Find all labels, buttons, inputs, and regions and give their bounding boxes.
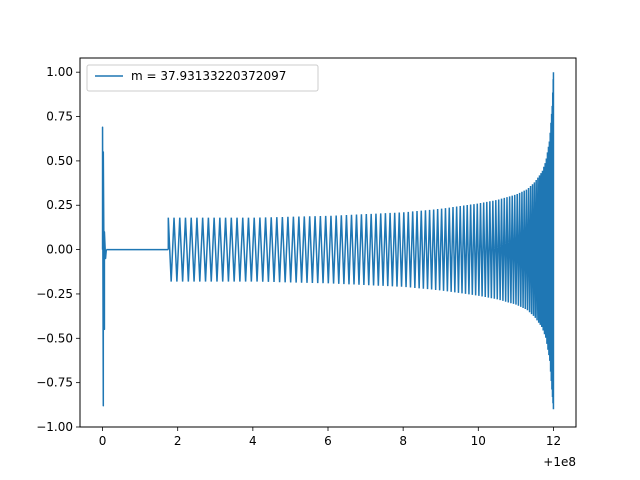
legend-box — [86, 64, 319, 92]
y-tick-label: −1.00 — [36, 420, 73, 434]
legend: m = 37.93133220372097 — [86, 64, 319, 92]
series-layer — [101, 72, 555, 410]
y-tick-label: −0.25 — [36, 287, 73, 301]
x-tick-label: 10 — [471, 434, 486, 448]
y-tick-label: 0.25 — [46, 198, 73, 212]
y-tick-label: 0.50 — [46, 154, 73, 168]
x-axis-offset-label: +1e8 — [543, 455, 576, 469]
x-tick-label: 8 — [399, 434, 407, 448]
y-tick-label: 0.00 — [46, 243, 73, 257]
y-tick-label: 1.00 — [46, 65, 73, 79]
plot-area — [101, 72, 555, 410]
y-tick-label: −0.50 — [36, 331, 73, 345]
y-tick-label: 0.75 — [46, 110, 73, 124]
y-axis-ticks: −1.00 −0.75 −0.50 −0.25 0.00 0.25 0.50 0.75 1.00 — [36, 65, 80, 434]
x-tick-label: 6 — [324, 434, 332, 448]
x-tick-label: 4 — [249, 434, 257, 448]
x-tick-label: 12 — [546, 434, 561, 448]
x-axis-ticks: 0 2 4 6 8 10 12 — [99, 427, 561, 448]
legend-label: m = 37.93133220372097 — [131, 69, 286, 83]
y-tick-label: −0.75 — [36, 376, 73, 390]
x-tick-label: 0 — [99, 434, 107, 448]
x-tick-label: 2 — [174, 434, 182, 448]
series-line-segment — [101, 126, 108, 407]
series-line-oscillation — [167, 72, 555, 410]
